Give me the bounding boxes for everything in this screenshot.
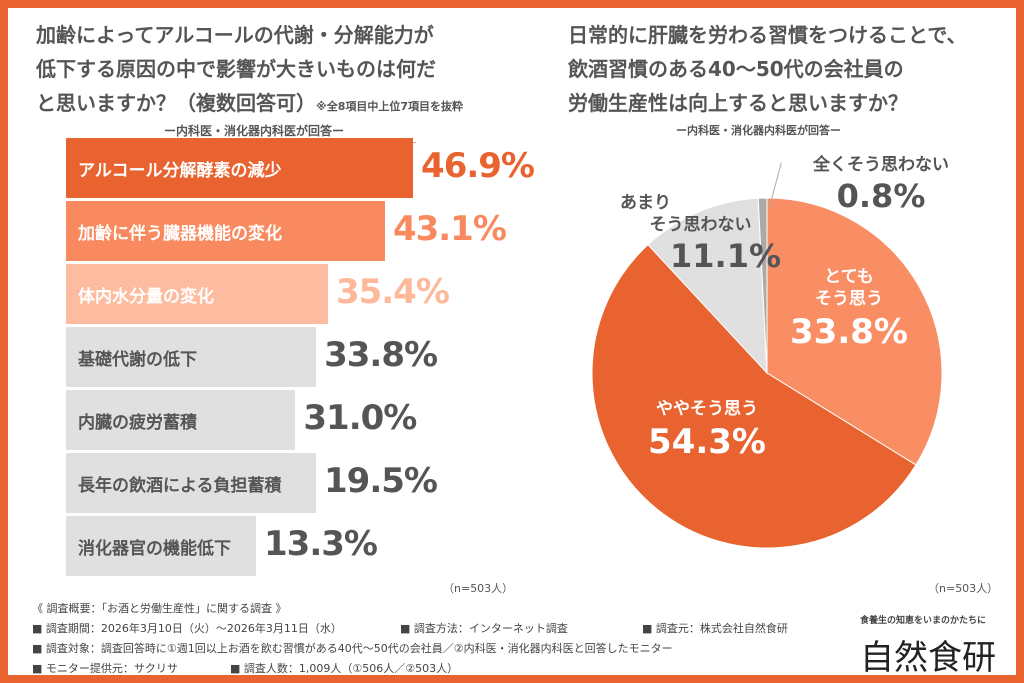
pie-label-strongly-disagree: 全くそう思わない 0.8% [813, 155, 949, 216]
pie-slice [766, 197, 943, 466]
footer-target: ■ 調査対象：調査回答時に①週1回以上お酒を飲む習慣がある40代～50代の会社員… [32, 642, 673, 655]
bar-value-label: 33.8% [324, 335, 438, 375]
left-title: 加齢によってアルコールの代謝・分解能力が 低下する原因の中で影響が大きいものは何… [36, 18, 516, 124]
bar-value-label: 31.0% [303, 398, 417, 438]
pie-label-somewhat-disagree: あまり そう思わない 11.1% [620, 193, 782, 276]
bar: 内臓の疲労蓄積 [66, 390, 296, 450]
bar-value-label: 35.4% [335, 272, 450, 312]
logo: 自然食研 [860, 638, 996, 678]
title-line: 労働生産性は向上すると思いますか？ [568, 91, 908, 115]
infographic: 加齢によってアルコールの代謝・分解能力が 低下する原因の中で影響が大きいものは何… [8, 8, 1016, 678]
title-line: 加齢によってアルコールの代謝・分解能力が [36, 23, 434, 47]
title-line: 飲酒習慣のある40～50代の会社員の [568, 57, 904, 81]
bar: 体内水分量の変化 [66, 264, 328, 324]
bar: 長年の飲酒による負担蓄積 [66, 453, 316, 513]
pie-slice [591, 243, 917, 549]
footer-method: ■ 調査方法：インターネット調査 [400, 622, 568, 635]
footer-source: ■ 調査元：株式会社自然食研 [642, 622, 788, 635]
left-subtitle: ー内科医・消化器内科医が回答ー [164, 124, 345, 138]
right-title: 日常的に肝臓を労わる習慣をつけることで、 飲酒習慣のある40～50代の会社員の … [568, 18, 1008, 120]
footer-period: ■ 調査期間：2026年3月10日（火）～2026年3月11日（水） [32, 622, 342, 635]
bar: アルコール分解酵素の減少 [66, 138, 414, 198]
pie-slice [647, 197, 768, 375]
bar: 消化器官の機能低下 [66, 516, 256, 576]
pie-chart [591, 197, 943, 549]
right-subtitle: ー内科医・消化器内科医が回答ー [676, 124, 841, 137]
pie-label-strongly-agree: とても そう思う 33.8% [790, 267, 908, 353]
pie-slice [757, 197, 768, 374]
note: ※全8項目中上位7項目を抜粋 [316, 100, 464, 113]
left-sample-size: （n=503人） [443, 582, 514, 595]
title-line: 低下する原因の中で影響が大きいものは何だ [36, 57, 436, 81]
bar-value-label: 19.5% [324, 461, 438, 501]
pie-label-somewhat-agree: ややそう思う 54.3% [648, 399, 766, 463]
logo-tagline: 食養生の知恵をいまのかたちに [860, 616, 987, 626]
bar: 加齢に伴う臓器機能の変化 [66, 201, 385, 261]
footer-count: ■ 調査人数：1,009人（①506人／②503人） [230, 662, 459, 675]
footer-heading: 《 調査概要：「お酒と労働生産性」に関する調査 》 [32, 602, 287, 615]
title-line: 日常的に肝臓を労わる習慣をつけることで、 [568, 23, 967, 47]
bar-value-label: 13.3% [264, 524, 378, 564]
bar: 基礎代謝の低下 [66, 327, 317, 387]
bar-value-label: 43.1% [392, 209, 507, 249]
title-line: と思いますか？（複数回答可） [36, 91, 316, 115]
right-sample-size: （n=503人） [928, 582, 999, 595]
footer-provider: ■ モニター提供元：サクリサ [32, 662, 178, 675]
bar-value-label: 46.9% [421, 146, 535, 186]
